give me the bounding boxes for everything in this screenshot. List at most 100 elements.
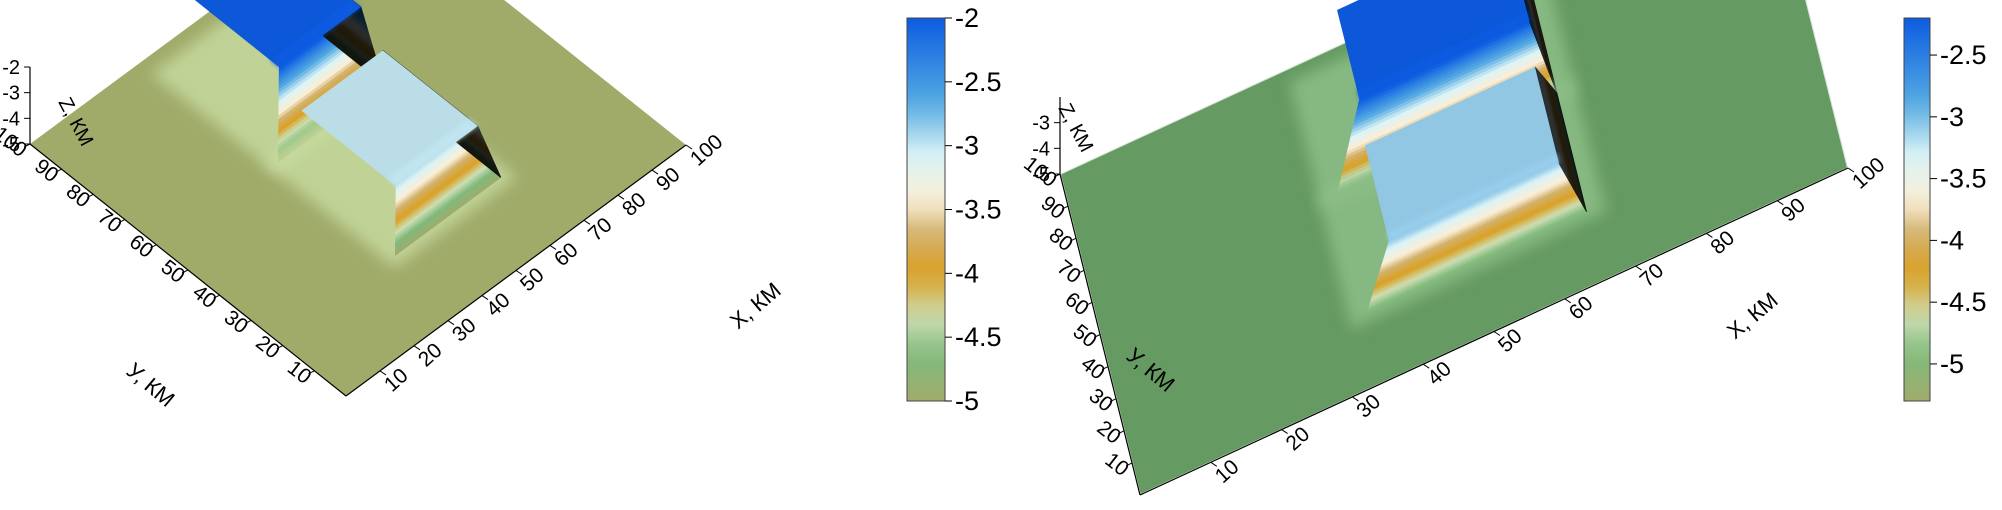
x-tick-label: 10 [380,364,413,397]
colorbar-tick-label: -3.5 [1940,164,1987,194]
x-tick-label: 60 [550,238,583,271]
x-tick-mark [1352,396,1359,402]
body-top-face [194,0,361,68]
body-top-rim [386,118,478,187]
body-side-face-slice [314,0,374,47]
z-tick-label: -5 [1032,164,1050,186]
colorbar-scale [1903,17,1931,402]
z-tick-label: -4 [2,108,20,130]
y-tick-label-mark [213,294,220,299]
colorbar-tick-label: -3.5 [955,195,1002,225]
colorbar-tick-label: -3 [955,131,979,161]
body-top-face [1365,66,1559,242]
x-tick-mark [413,345,421,351]
x-tick-mark [1706,232,1713,238]
body-side-face-slice [1523,0,1531,25]
body-side-face-slice [311,0,374,50]
body-top-face [1337,0,1530,100]
colorbar-tick-label: -2 [955,3,979,33]
y-tick-label-mark [55,168,62,173]
y-tick-label-mark [118,219,126,224]
colorbar-scale [906,17,946,402]
colorbar-tick-label: -3 [1940,102,1964,132]
colorbar-tick-label: -2.5 [1940,40,1987,70]
colorbar-tick-label: -4 [1940,225,1964,255]
x-tick-mark [549,244,557,250]
colorbar: -2 -2.5 -3 -3.5 -4 -4.5 -5 [906,3,1002,416]
y-tick-label: 90 [1037,192,1070,225]
y-tick-label: 10 [1101,448,1134,481]
x-tick-label: 50 [516,263,549,296]
x-axis-title: X, КМ [725,277,786,333]
x-tick-mark [1493,331,1501,336]
body-side-face-slice [320,0,372,41]
x-axis-title: X, КМ [1722,287,1783,343]
z-tick-label: -2 [2,57,20,79]
z-tick-label: -3 [2,83,20,105]
y-tick-label-mark [181,269,189,274]
body-top-rim [1386,153,1559,242]
colorbar-tick-label: -4 [955,258,979,288]
y-tick-label-mark [1109,398,1117,403]
x-tick-label: 40 [482,289,515,322]
y-tick-label-mark [244,319,252,324]
x-tick-mark [1847,167,1855,173]
chart-panel-2: 1020304050607080901001020304050607080901… [1019,0,1987,497]
y-tick-label-mark [308,370,315,375]
y-tick-label-mark [1061,205,1069,210]
colorbar-tick-label: -2.5 [955,67,1002,97]
y-tick-label-mark [1085,301,1093,306]
body-side-face-slice [334,0,367,27]
colorbar-tick-label: -5 [955,386,979,416]
body-top-rim [1357,11,1530,100]
x-tick-mark [481,295,489,301]
y-tick-label-mark [1117,430,1125,435]
y-tick-label-mark [276,345,284,350]
y-tick-label: 60 [1061,288,1094,321]
x-tick-mark [1776,200,1784,206]
x-tick-mark [515,270,523,275]
x-tick-mark [583,219,591,225]
colorbar: -2.5 -3 -3.5 -4 -4.5 -5 [1903,17,1987,402]
y-tick-label-mark [1077,269,1085,274]
x-tick-mark [1635,265,1642,271]
y-tick-label-mark [86,193,94,198]
y-tick-label-mark [1093,334,1101,338]
z-tick-label: -5 [2,134,20,156]
body-side-face-slice [308,0,375,53]
body-side-face-slice [322,0,371,38]
x-tick-mark [379,370,387,376]
x-tick-mark [685,144,693,150]
z-tick-label: -3 [1032,113,1050,135]
x-tick-label: 100 [1848,153,1889,194]
y-tick-label: 80 [1045,224,1078,257]
y-tick-label-mark [1101,366,1109,371]
x-tick-label: 20 [414,339,447,372]
body-top-rim [269,0,361,68]
x-tick-mark [1564,298,1572,304]
y-tick-label: 70 [1053,256,1086,289]
x-tick-mark [447,320,455,326]
y-tick-label-mark [150,244,157,249]
x-tick-mark [651,169,659,175]
x-tick-label: 90 [652,163,685,196]
colorbar-tick-label: -5 [1940,349,1964,379]
x-tick-mark [1422,363,1430,369]
x-tick-label: 100 [686,130,727,171]
y-tick-label: 40 [1077,352,1110,385]
colorbar-tick-label: -4.5 [955,322,1002,352]
y-tick-label-mark [1125,462,1133,467]
y-tick-label: 20 [1093,416,1126,449]
colorbar-tick-label: -4.5 [1940,287,1987,317]
x-tick-mark [1281,429,1288,435]
y-tick-label: 50 [1069,320,1102,353]
x-tick-mark [1210,461,1218,467]
anomaly-body-2 [1317,66,1607,330]
x-tick-label: 30 [448,314,481,347]
y-axis-title: У, КМ [122,358,180,412]
y-tick-label-mark [1069,237,1077,242]
y-tick-label: 30 [1085,384,1118,417]
x-tick-label: 80 [618,188,651,221]
chart-panel-1: 1020304050607080901001020304050607080901… [0,0,1002,416]
